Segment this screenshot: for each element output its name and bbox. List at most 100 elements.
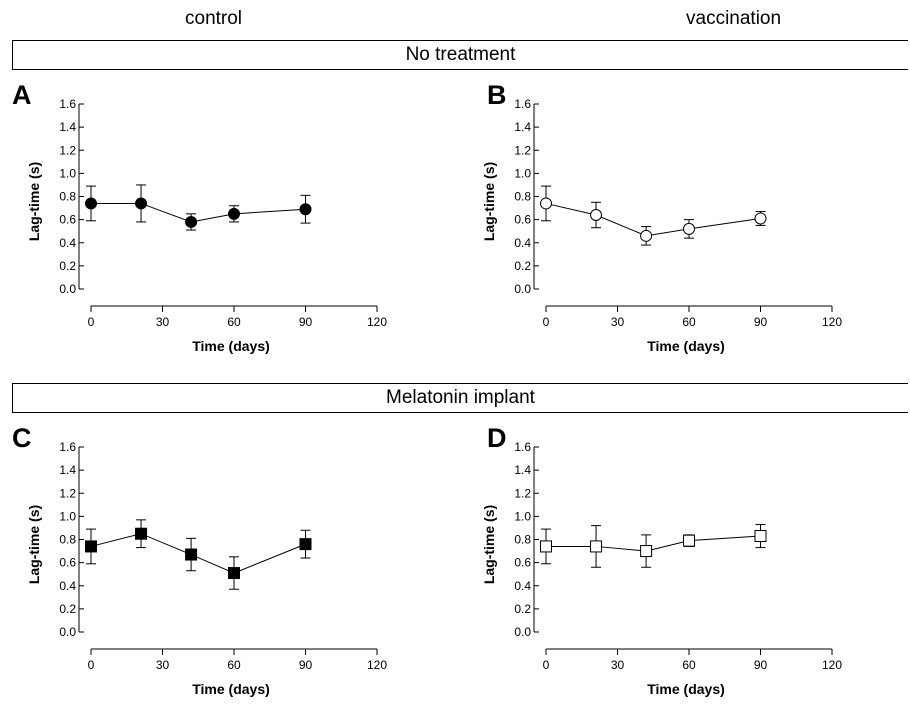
x-axis-title: Time (days) [192,338,270,354]
y-tick-label: 0.2 [59,259,76,273]
data-point [590,209,603,221]
series-line [545,202,761,237]
x-tick-label: 120 [367,658,387,672]
data-point [228,207,240,220]
y-tick-label: 0.0 [514,282,531,296]
y-axis-title: Lag-time (s) [26,162,42,241]
data-point [640,229,653,242]
y-tick-label: 1.0 [59,509,76,523]
data-point [540,197,552,210]
data-point [640,545,653,558]
series-line [546,535,761,552]
x-axis-title: Time (days) [647,338,725,354]
y-tick-label: 0.6 [514,213,531,227]
y-tick-label: 1.4 [514,120,531,134]
x-tick-label: 90 [754,315,768,329]
y-tick-label: 1.0 [514,509,531,523]
data-point [228,567,240,580]
x-tick-label: 120 [822,658,842,672]
data-point [590,540,603,553]
y-tick-label: 1.2 [59,486,76,500]
banner-no-treatment: No treatment [12,40,908,70]
y-tick-label: 0.0 [59,282,76,296]
y-axis-title: Lag-time (s) [26,505,42,584]
y-tick-label: 0.8 [59,533,76,547]
x-tick-label: 30 [156,658,170,672]
x-tick-label: 60 [227,315,241,329]
column-header-vaccination: vaccination [686,8,782,29]
data-point [135,527,148,540]
x-tick-label: 0 [543,658,550,672]
data-point [683,534,695,547]
data-point [85,540,97,553]
data-point [185,548,198,561]
banner-melatonin-implant: Melatonin implant [12,383,908,413]
y-tick-label: 0.4 [59,579,76,593]
y-tick-label: 0.2 [514,602,531,616]
x-tick-label: 120 [367,315,387,329]
x-tick-label: 0 [88,658,95,672]
x-axis-title: Time (days) [647,681,725,697]
data-point [299,538,312,551]
x-tick-label: 30 [611,315,625,329]
y-tick-label: 0.2 [59,602,76,616]
y-tick-label: 1.0 [59,166,76,180]
y-tick-label: 1.6 [514,97,531,111]
chart-panel-b: 0.0 0.2 0.4 0.6 0.8 1.0 1.2 1.4 1.6 0 30 60 90 120 Tim… [481,97,842,354]
series-line [90,533,306,574]
y-tick-label: 1.2 [514,143,531,157]
x-tick-label: 0 [88,315,95,329]
y-tick-label: 1.0 [514,166,531,180]
y-tick-label: 0.4 [514,579,531,593]
data-point [135,197,148,210]
y-tick-label: 1.6 [59,97,76,111]
x-tick-label: 90 [754,658,768,672]
chart-panel-d: 0.0 0.2 0.4 0.6 0.8 1.0 1.2 1.4 1.6 0 30 60 90 120 Tim… [481,440,842,697]
x-tick-label: 90 [299,658,313,672]
data-point [299,203,312,216]
y-tick-label: 1.4 [514,463,531,477]
y-tick-label: 0.8 [514,533,531,547]
x-tick-label: 30 [611,658,625,672]
data-point [683,222,695,235]
y-tick-label: 1.2 [514,486,531,500]
y-tick-label: 0.4 [59,236,76,250]
panel-label-d: D [487,423,507,453]
y-tick-label: 0.8 [514,190,531,204]
y-tick-label: 0.6 [514,556,531,570]
x-tick-label: 60 [682,315,696,329]
y-tick-label: 1.2 [59,143,76,157]
data-point [540,540,552,553]
y-axis-title: Lag-time (s) [481,505,497,584]
x-tick-label: 120 [822,315,842,329]
x-tick-label: 0 [543,315,550,329]
chart-panel-c: 0.0 0.2 0.4 0.6 0.8 1.0 1.2 1.4 1.6 0 30 60 90 120 Tim… [26,440,387,697]
panel-label-b: B [487,80,507,110]
y-axis-title: Lag-time (s) [481,162,497,241]
y-tick-label: 1.4 [59,463,76,477]
y-tick-label: 0.4 [514,236,531,250]
y-tick-label: 0.0 [59,625,76,639]
x-tick-label: 30 [156,315,170,329]
chart-panel-a: 0.0 0.2 0.4 0.6 0.8 1.0 1.2 1.4 1.6 0 30 60 90 120 Tim… [26,97,387,354]
y-tick-label: 1.6 [514,440,531,454]
y-tick-label: 0.6 [59,556,76,570]
panel-label-c: C [12,423,32,453]
y-tick-label: 0.6 [59,213,76,227]
x-tick-label: 60 [682,658,696,672]
y-tick-label: 0.2 [514,259,531,273]
data-point [85,197,97,210]
data-point [185,215,198,228]
data-point [754,212,767,225]
x-tick-label: 60 [227,658,241,672]
column-header-control: control [185,8,243,29]
x-tick-label: 90 [299,315,313,329]
series-line [91,202,306,223]
x-axis-title: Time (days) [192,681,270,697]
y-tick-label: 0.0 [514,625,531,639]
panel-label-a: A [12,80,32,110]
y-tick-label: 1.4 [59,120,76,134]
data-point [754,530,767,543]
y-tick-label: 0.8 [59,190,76,204]
y-tick-label: 1.6 [59,440,76,454]
